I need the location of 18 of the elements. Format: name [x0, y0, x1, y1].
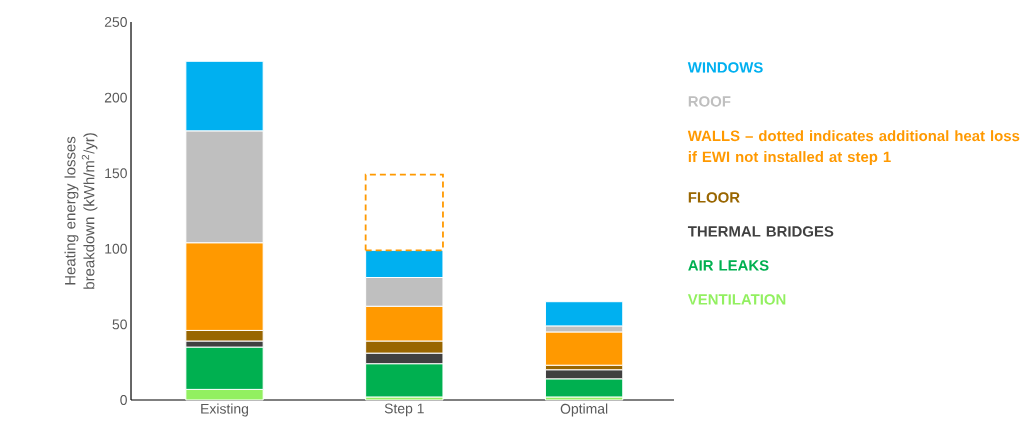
text: WINDOWS [687, 62, 763, 73]
y-tick-label: 150 [105, 168, 127, 179]
bar [364, 173, 444, 252]
text: VENTILATION [687, 294, 786, 305]
y-tick-label: 100 [105, 243, 127, 254]
bar [544, 331, 624, 366]
text: ROOF [688, 96, 731, 107]
text: AIR LEAKS [688, 260, 769, 271]
text: THERMAL BRIDGES [687, 226, 834, 237]
y-tick-label: 50 [112, 319, 127, 330]
x-tick-label: Existing [201, 403, 249, 417]
x-tick-label: Step 1 [384, 403, 424, 417]
y-tick-label: 0 [120, 395, 127, 405]
text: FLOOR [688, 192, 740, 203]
y-tick-label: 200 [104, 92, 127, 103]
x-tick-label: Optimal [560, 403, 608, 417]
y-tick-label: 250 [104, 17, 127, 27]
text: WALLS – dotted indicates additional heat loss if EWI not installed at step 1 [687, 130, 1020, 166]
